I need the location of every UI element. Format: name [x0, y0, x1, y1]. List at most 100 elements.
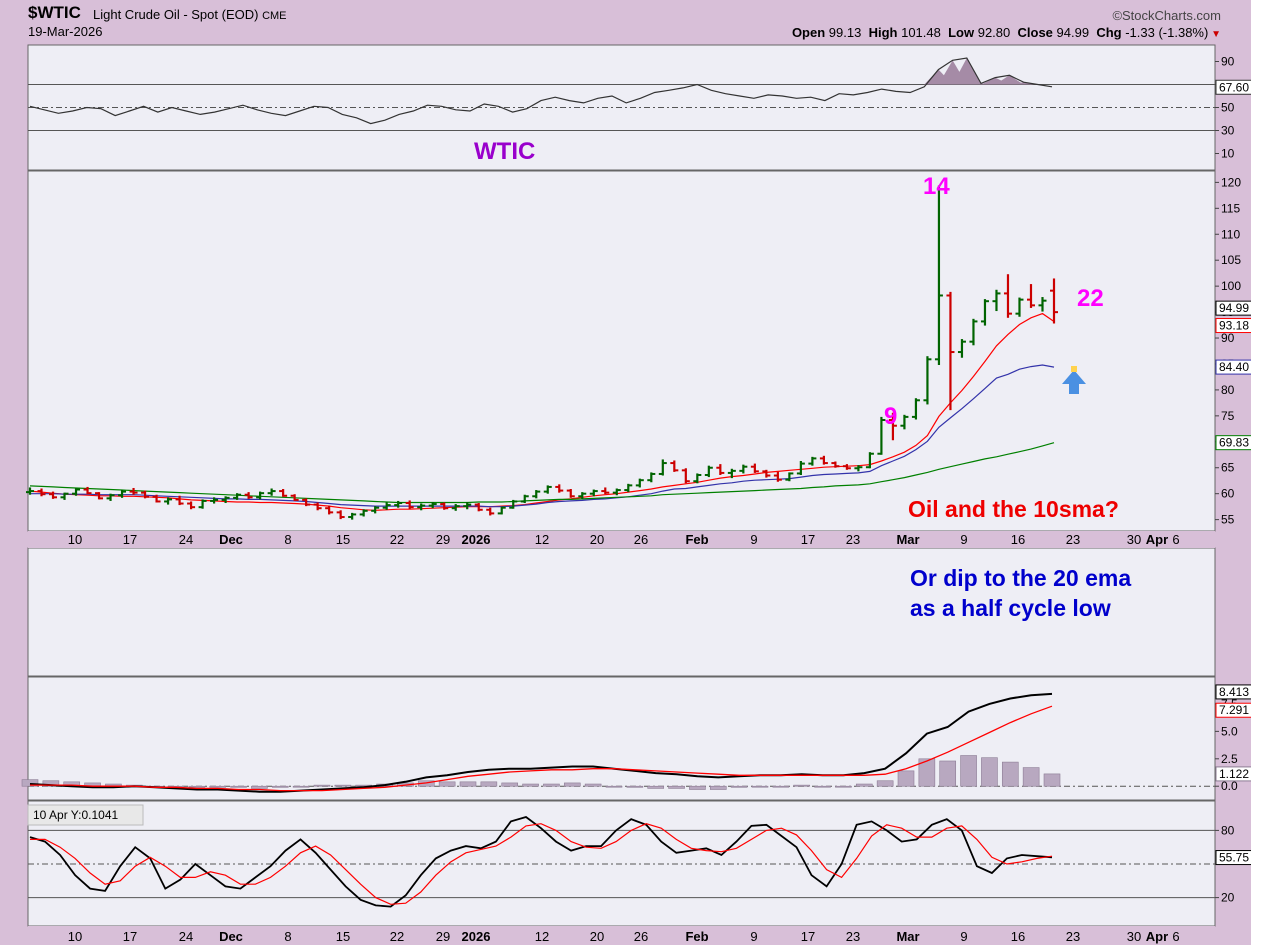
x-tick-label: 9: [750, 532, 757, 547]
ohlc-bar: [26, 487, 34, 495]
ohlc-bar: [969, 318, 978, 346]
ohlc-bar: [371, 506, 380, 514]
macd-histogram-bar: [772, 785, 790, 788]
x-tick-label: 22: [390, 532, 404, 547]
ohlc-bar: [612, 488, 621, 496]
x-tick-label: 12: [535, 929, 549, 944]
macd-histogram-bar: [522, 783, 539, 787]
macd-histogram-bar: [897, 770, 915, 787]
ohlc-bar: [716, 464, 725, 476]
annotation-22: 22: [1077, 285, 1104, 312]
ohlc-bar: [474, 503, 483, 512]
macd-histogram-bar: [918, 758, 936, 787]
stochastic-panel: [29, 816, 1053, 908]
chg-label: Chg: [1096, 25, 1122, 40]
ohlc-bar: [141, 490, 150, 499]
macd-histogram-bar: [939, 760, 957, 787]
ohlc-bar: [106, 493, 115, 501]
price-panel: [26, 185, 1058, 520]
rsi-overbought-fill: [924, 58, 1038, 85]
macd-histogram-bar: [960, 755, 977, 787]
chg-value: -1.33 (-1.38%): [1125, 25, 1209, 40]
ohlc-bar: [509, 499, 518, 509]
sma50-line: [29, 442, 1055, 504]
ohlc-bar: [831, 461, 840, 468]
macd-histogram-bar: [209, 785, 227, 788]
ohlc-bar: [313, 502, 322, 511]
ohlc-bar: [739, 464, 748, 474]
ohlc-bar: [520, 494, 529, 504]
high-label: High: [868, 25, 898, 40]
x-tick-label: 24: [179, 929, 193, 944]
macd-histogram-bar: [1001, 761, 1019, 787]
instrument-name: Light Crude Oil - Spot (EOD) CME: [93, 7, 287, 22]
ohlc-bar: [451, 504, 460, 511]
macd-histogram-bar: [251, 785, 268, 789]
x-tick-label: 26: [634, 532, 648, 547]
ohlc-bar: [532, 490, 541, 499]
ohlc-bar: [210, 497, 219, 504]
x-tick-label: Apr: [1146, 532, 1168, 547]
ohlc-bar: [670, 460, 679, 472]
y-tick-label: 90: [1221, 331, 1235, 345]
ohlc-bar: [727, 468, 736, 479]
x-tick-label: 9: [960, 929, 967, 944]
x-tick-label: Dec: [219, 532, 243, 547]
x-tick-label: 6: [1172, 929, 1179, 944]
x-tick-label: 23: [846, 929, 860, 944]
macd-histogram-bar: [605, 785, 623, 788]
open-label: Open: [791, 25, 826, 40]
macd-histogram-bar: [814, 785, 831, 788]
macd-histogram-bar: [563, 782, 581, 787]
ohlc-bar: [589, 489, 598, 497]
ohlc-bar: [854, 465, 863, 472]
ohlc-bar: [992, 289, 1001, 312]
y-tick-label: 50: [1221, 101, 1235, 115]
x-tick-label: Feb: [685, 532, 708, 547]
ohlc-bar: [428, 501, 437, 509]
ohlc-bar: [221, 496, 230, 504]
instrument-description: Light Crude Oil - Spot (EOD): [93, 7, 259, 22]
ohlc-bar: [877, 416, 886, 455]
ohlc-bar: [1026, 284, 1035, 308]
ohlc-bar: [463, 501, 472, 510]
ohlc-bar: [566, 489, 575, 498]
ohlc-bar: [842, 464, 851, 470]
ohlc-bar: [647, 472, 656, 483]
open-value: 99.13: [828, 25, 862, 40]
ohlc-bar: [750, 463, 759, 473]
y-tick-label: 110: [1221, 227, 1240, 241]
ohlc-bar: [302, 498, 311, 507]
ohlc-bar: [980, 299, 989, 326]
x-tick-label: 16: [1011, 929, 1025, 944]
last-value-tag-text: 7.291: [1219, 703, 1249, 717]
x-tick-label: 10: [68, 532, 82, 547]
y-tick-label: 5.0: [1221, 724, 1238, 738]
ohlc-bar: [762, 469, 771, 478]
ohlc-bar: [129, 487, 138, 495]
x-tick-label: 29: [436, 929, 450, 944]
x-tick-label: 2026: [462, 929, 491, 944]
ohlc-bar: [578, 492, 587, 500]
y-tick-label: 10: [1221, 147, 1235, 161]
up-arrow-icon: [1062, 366, 1086, 394]
x-tick-label: 12: [535, 532, 549, 547]
close-label: Close: [1017, 25, 1053, 40]
ohlc-bar: [175, 495, 184, 506]
ohlc-bar: [95, 492, 104, 500]
ohlc-bar: [83, 486, 92, 495]
ohlc-bar: [348, 512, 357, 520]
macd-histogram-bar: [689, 785, 706, 790]
x-tick-label: 20: [590, 532, 604, 547]
y-tick-label: 30: [1221, 124, 1235, 138]
ohlc-bar: [1038, 297, 1047, 312]
macd-histogram-bar: [584, 783, 602, 787]
x-tick-label: Apr: [1146, 929, 1168, 944]
annotation-9: 9: [884, 403, 897, 430]
annotation-oil-10sma: Oil and the 10sma?: [908, 496, 1119, 522]
x-tick-label: 16: [1011, 532, 1025, 547]
last-value-tag-text: 84.40: [1219, 360, 1249, 374]
ticker-symbol: $WTIC: [28, 3, 81, 22]
ohlc-bar: [911, 398, 920, 420]
